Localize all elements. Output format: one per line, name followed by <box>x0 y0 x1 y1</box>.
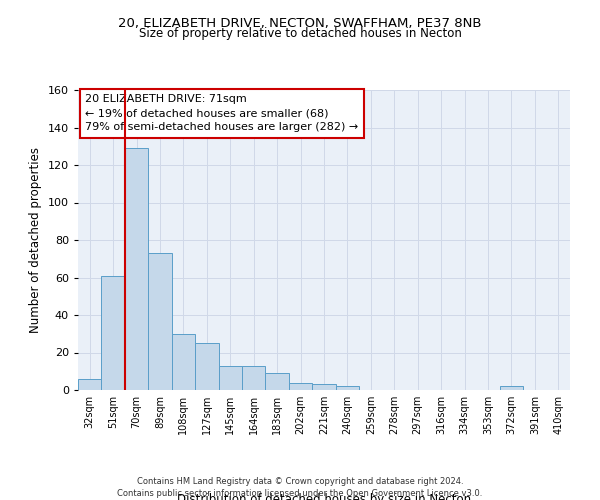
Bar <box>500 386 523 390</box>
Text: Contains HM Land Registry data © Crown copyright and database right 2024.
Contai: Contains HM Land Registry data © Crown c… <box>118 476 482 498</box>
Bar <box>218 366 242 390</box>
Bar <box>195 343 218 390</box>
Text: 20, ELIZABETH DRIVE, NECTON, SWAFFHAM, PE37 8NB: 20, ELIZABETH DRIVE, NECTON, SWAFFHAM, P… <box>118 18 482 30</box>
Bar <box>265 373 289 390</box>
Bar <box>289 382 312 390</box>
Bar <box>242 366 265 390</box>
Bar <box>148 253 172 390</box>
Bar <box>125 148 148 390</box>
Text: 20 ELIZABETH DRIVE: 71sqm
← 19% of detached houses are smaller (68)
79% of semi-: 20 ELIZABETH DRIVE: 71sqm ← 19% of detac… <box>85 94 359 132</box>
Bar <box>312 384 336 390</box>
Y-axis label: Number of detached properties: Number of detached properties <box>29 147 42 333</box>
Bar <box>78 379 101 390</box>
X-axis label: Distribution of detached houses by size in Necton: Distribution of detached houses by size … <box>177 492 471 500</box>
Bar <box>172 334 195 390</box>
Bar <box>101 276 125 390</box>
Text: Size of property relative to detached houses in Necton: Size of property relative to detached ho… <box>139 28 461 40</box>
Bar <box>336 386 359 390</box>
